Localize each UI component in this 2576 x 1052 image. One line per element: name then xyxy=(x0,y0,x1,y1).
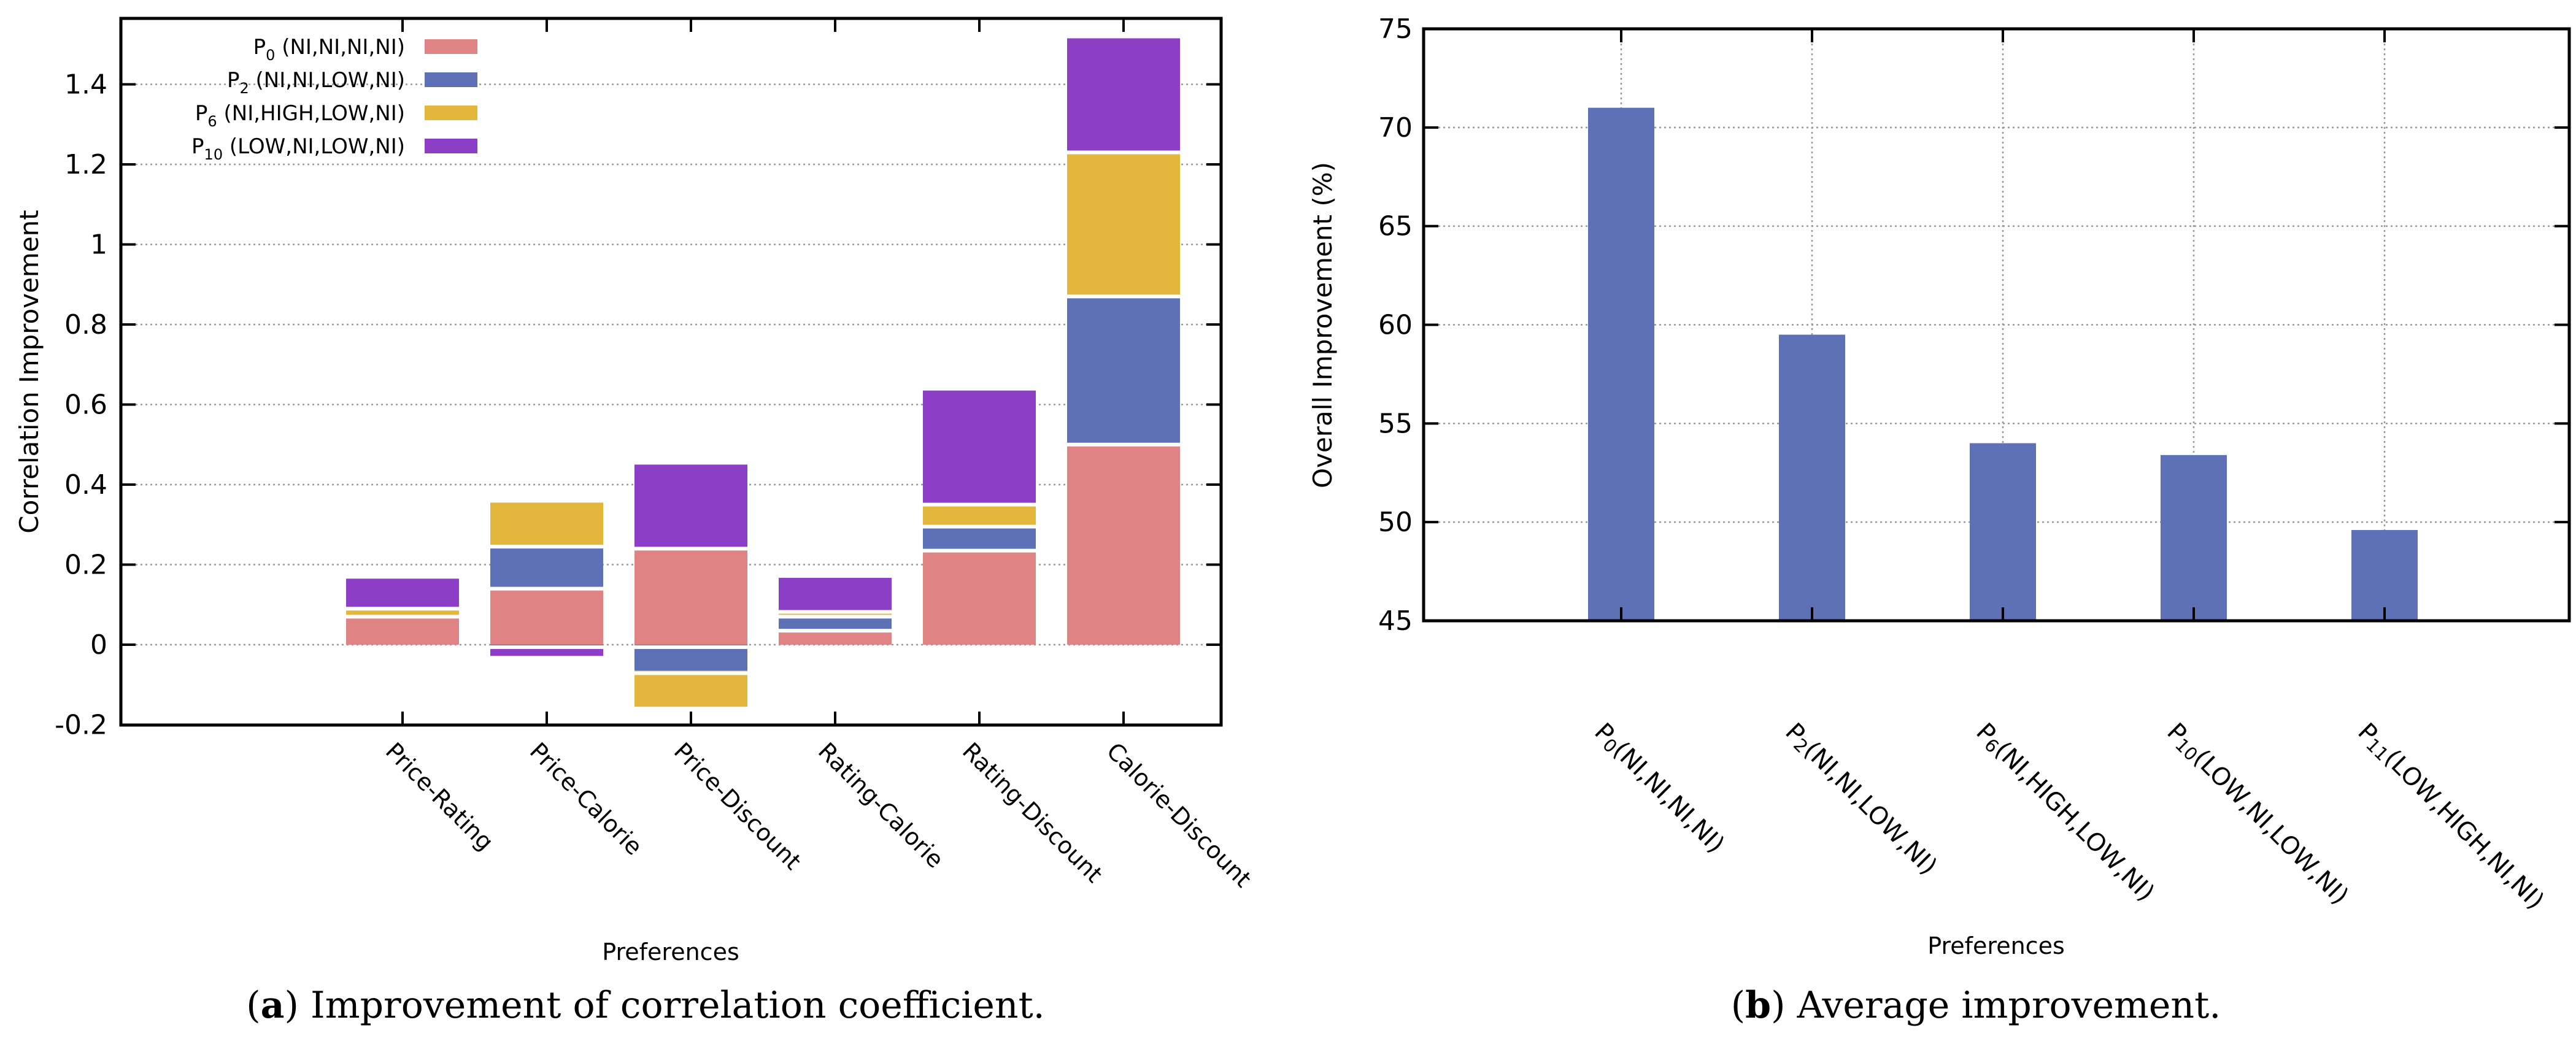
bar-segment-gap xyxy=(634,645,747,649)
legend-swatch xyxy=(425,72,477,87)
bar-segment-gap xyxy=(779,629,892,633)
bar-segment-gap xyxy=(490,586,603,591)
caption-a-open: ( xyxy=(246,984,261,1027)
bar xyxy=(2351,530,2418,621)
bar-segment xyxy=(923,526,1036,551)
y-axis-title: Overall Improvement (%) xyxy=(1308,162,1338,488)
caption-b-close: ) xyxy=(1771,984,1797,1027)
bar-segment xyxy=(923,550,1036,645)
legend-swatch xyxy=(425,106,477,120)
bar-segment xyxy=(634,670,747,707)
bar-segment-gap xyxy=(634,671,747,675)
legend-swatch xyxy=(425,39,477,54)
y-tick-label: 50 xyxy=(1378,507,1413,538)
bar-segment-gap xyxy=(1067,150,1180,155)
bar-segment xyxy=(634,464,747,549)
bar-segment xyxy=(346,578,459,609)
y-tick-label: 0.4 xyxy=(64,469,107,501)
caption-a-letter: a xyxy=(260,984,285,1027)
legend-label: P0 (NI,NI,NI,NI) xyxy=(253,35,405,64)
caption-a-text: Improvement of correlation coefficient. xyxy=(310,984,1045,1027)
bar-segment-gap xyxy=(346,607,459,611)
y-tick-label: -0.2 xyxy=(55,710,107,741)
bar-segment-gap xyxy=(779,610,892,614)
caption-a: (a) Improvement of correlation coefficie… xyxy=(246,985,1045,1026)
bar-segment-gap xyxy=(923,548,1036,553)
y-tick-label: 0.8 xyxy=(64,309,107,340)
y-axis-title: Correlation Improvement xyxy=(14,210,44,533)
y-tick-label: 60 xyxy=(1378,310,1413,341)
legend-label: P6 (NI,HIGH,LOW,NI) xyxy=(195,101,405,130)
bar-segment-gap xyxy=(1067,442,1180,447)
x-category-label: Rating-Calorie xyxy=(813,737,949,873)
legend-label: P10 (LOW,NI,LOW,NI) xyxy=(191,134,405,163)
legend-label: P2 (NI,NI,LOW,NI) xyxy=(227,68,405,97)
bar-segment xyxy=(779,578,892,612)
caption-b-letter: b xyxy=(1745,984,1772,1027)
bar-segment-gap xyxy=(490,645,603,649)
y-tick-label: 0.6 xyxy=(64,390,107,421)
bar xyxy=(1588,107,1654,621)
bar-segment xyxy=(490,547,603,589)
bar-segment xyxy=(634,645,747,671)
y-tick-label: 0.2 xyxy=(64,550,107,581)
bar-segment xyxy=(779,631,892,645)
bar-segment-gap xyxy=(779,615,892,619)
x-category-label: Rating-Discount xyxy=(957,737,1108,888)
y-tick-label: 0 xyxy=(90,629,107,661)
x-category-label: Price-Calorie xyxy=(525,737,648,861)
bar-segment xyxy=(1067,444,1180,645)
y-tick-label: 1.2 xyxy=(64,149,107,180)
x-category-label: Price-Rating xyxy=(380,737,499,856)
y-tick-label: 45 xyxy=(1378,605,1413,637)
x-axis-title: Preferences xyxy=(1927,932,2065,959)
bar xyxy=(2161,455,2227,621)
x-category-label: P6(NI,HIGH,LOW,NI) xyxy=(1970,718,2160,908)
legend-swatch xyxy=(425,139,477,153)
bar-segment xyxy=(490,502,603,547)
bar-segment xyxy=(779,616,892,631)
y-tick-label: 75 xyxy=(1378,13,1413,45)
y-tick-label: 55 xyxy=(1378,408,1413,439)
bar-segment xyxy=(1067,38,1180,153)
bar-segment-gap xyxy=(490,545,603,549)
bar-segment-gap xyxy=(346,615,459,619)
y-tick-label: 1 xyxy=(90,229,107,261)
caption-a-close: ) xyxy=(284,984,311,1027)
y-tick-label: 1.4 xyxy=(64,69,107,101)
bar-segment-gap xyxy=(923,502,1036,507)
bar-segment xyxy=(1067,296,1180,445)
caption-b: (b) Average improvement. xyxy=(1731,985,2221,1026)
bar-segment-gap xyxy=(1067,294,1180,299)
x-category-label: P2(NI,NI,LOW,NI) xyxy=(1779,718,1942,881)
bar-segment-gap xyxy=(923,524,1036,529)
y-tick-label: 65 xyxy=(1378,211,1413,242)
x-category-label: P0(NI,NI,NI,NI) xyxy=(1588,718,1730,859)
caption-b-text: Average improvement. xyxy=(1797,984,2221,1027)
bar-segment xyxy=(923,504,1036,527)
plot-frame-a xyxy=(119,17,1223,727)
bar-segment-gap xyxy=(634,547,747,551)
bar-segment xyxy=(490,588,603,645)
x-category-label: Price-Discount xyxy=(669,737,806,875)
bar xyxy=(1970,443,2036,621)
x-category-label: P11(LOW,HIGH,NI,NI) xyxy=(2351,718,2550,916)
bar-segment xyxy=(634,548,747,645)
bar-segment xyxy=(346,609,459,617)
x-axis-title: Preferences xyxy=(602,939,739,966)
bar-segment xyxy=(346,616,459,645)
bar-segment xyxy=(923,390,1036,505)
bar-segment xyxy=(1067,152,1180,297)
caption-b-open: ( xyxy=(1730,984,1746,1027)
x-category-label: P10(LOW,NI,LOW,NI) xyxy=(2161,718,2354,911)
x-category-label: Calorie-Discount xyxy=(1101,737,1257,893)
bar-segment xyxy=(779,612,892,617)
y-tick-label: 70 xyxy=(1378,112,1413,144)
plot-frame-b xyxy=(1422,27,2571,623)
bar xyxy=(1779,334,1845,621)
